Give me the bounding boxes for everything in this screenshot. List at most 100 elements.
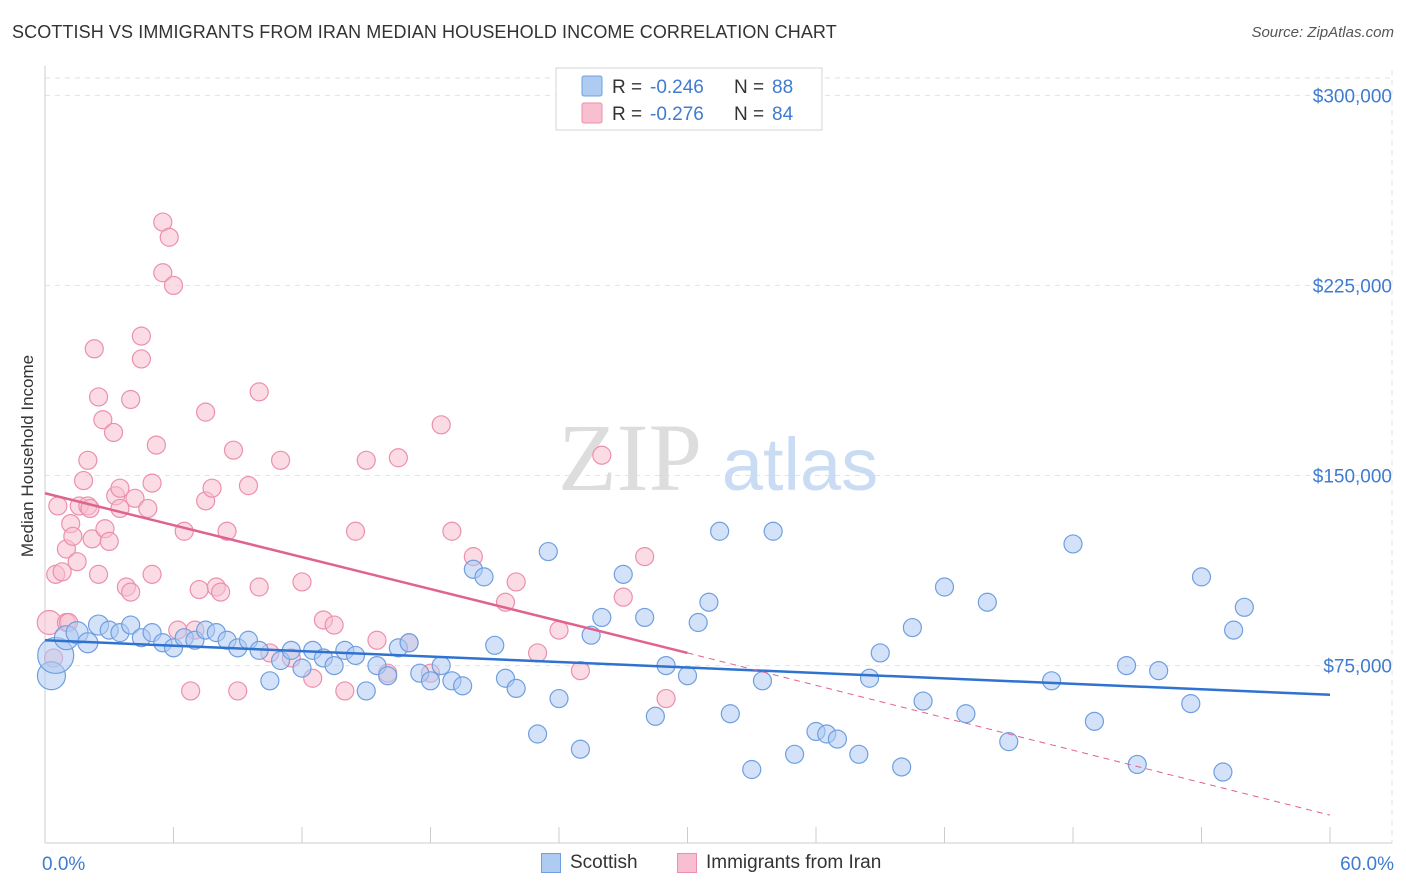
iran-point-9 — [63, 526, 83, 546]
scottish-point-21 — [260, 671, 280, 691]
iran-point-45 — [189, 579, 209, 600]
scottish-point-86 — [1234, 597, 1254, 617]
scottish-point-82 — [1149, 661, 1169, 681]
scottish-point-78 — [1063, 534, 1083, 554]
iran-point-48 — [202, 478, 222, 498]
trend-line-scottish — [44, 638, 1331, 696]
legend-swatch-iran — [581, 102, 603, 124]
iran-point-82 — [635, 547, 655, 567]
scottish-point-83 — [1181, 694, 1201, 714]
legend-n-label-2: N = — [734, 104, 764, 125]
scottish-point-41 — [474, 567, 494, 587]
trend-line-iran-extension — [687, 652, 1331, 816]
scottish-point-32 — [378, 666, 398, 686]
scottish-point-58 — [710, 521, 730, 541]
iran-point-69 — [388, 448, 408, 468]
scottish-point-39 — [453, 676, 473, 696]
scottish-point-48 — [570, 739, 591, 759]
iran-point-52 — [223, 440, 244, 460]
iran-point-50 — [211, 582, 231, 602]
trend-lines — [44, 492, 1331, 816]
scottish-point-44 — [506, 678, 526, 699]
legend-n-label-1: N = — [734, 77, 764, 98]
scottish-point-72 — [913, 691, 933, 711]
scottish-point-50 — [592, 607, 612, 628]
iran-point-30 — [125, 488, 145, 508]
iran-point-28 — [121, 389, 141, 410]
iran-point-31 — [131, 326, 151, 346]
x-tick-label-0: 0.0% — [42, 854, 85, 875]
scottish-point-81 — [1127, 754, 1147, 775]
y-tick-label-2: $225,000 — [1313, 276, 1392, 297]
legend-r-label-1: R = — [612, 77, 642, 98]
scottish-point-66 — [827, 729, 848, 749]
scottish-point-27 — [324, 655, 344, 676]
iran-point-72 — [431, 415, 451, 435]
scottish-point-74 — [956, 704, 976, 724]
iran-point-54 — [238, 476, 259, 496]
iran-point-60 — [292, 572, 312, 592]
scottish-point-59 — [720, 704, 740, 724]
scottish-point-46 — [538, 541, 558, 562]
iran-point-26 — [110, 478, 130, 498]
scottish-point-42 — [485, 635, 505, 655]
trend-line-iran — [44, 492, 688, 655]
scottish-point-56 — [688, 612, 708, 633]
watermark-atlas: atlas — [722, 423, 878, 506]
iran-point-12 — [73, 470, 94, 491]
scottish-point-79 — [1084, 711, 1105, 731]
y-tick-label-1: $150,000 — [1313, 467, 1392, 488]
iran-point-51 — [217, 521, 237, 541]
scottish-point-73 — [934, 577, 955, 597]
chart-title: SCOTTISH VS IMMIGRANTS FROM IRAN MEDIAN … — [12, 22, 837, 42]
iran-point-58 — [270, 450, 291, 470]
scottish-point-37 — [431, 655, 451, 676]
scottish-point-69 — [870, 643, 890, 663]
iran-point-79 — [570, 661, 591, 681]
iran-point-64 — [335, 681, 355, 701]
iran-point-10 — [67, 552, 87, 572]
scottish-point-57 — [699, 592, 719, 612]
scottish-point-76 — [999, 732, 1019, 752]
tick-labels: $75,000 $150,000 $225,000 $300,000 0.0% 60.0% — [42, 86, 1394, 875]
series-scottish-points — [36, 521, 1254, 782]
scottish-point-71 — [902, 617, 922, 638]
scottish-point-85 — [1213, 762, 1233, 782]
legend-item-scottish: Scottish — [541, 852, 638, 874]
iran-point-29 — [121, 582, 141, 602]
x-tick-label-1: 60.0% — [1340, 854, 1394, 875]
legend-label-scottish: Scottish — [570, 852, 638, 873]
legend-swatch-scottish-bottom — [541, 853, 561, 873]
legend-swatch-iran-bottom — [677, 853, 697, 873]
iran-point-56 — [249, 382, 269, 402]
iran-point-43 — [181, 681, 201, 701]
scottish-point-62 — [763, 521, 783, 541]
scottish-point-75 — [977, 592, 997, 612]
scottish-point-36 — [420, 671, 441, 691]
legend-r-value-1: -0.246 — [650, 77, 704, 98]
scottish-point-70 — [892, 757, 912, 777]
legend-r-value-2: -0.276 — [650, 104, 704, 125]
iran-point-17 — [84, 339, 104, 359]
iran-point-55 — [249, 577, 269, 597]
y-tick-label-0: $75,000 — [1323, 657, 1392, 678]
scottish-point-80 — [1116, 655, 1137, 676]
iran-point-35 — [142, 564, 162, 584]
scottish-point-68 — [859, 668, 880, 688]
iran-point-33 — [138, 498, 158, 519]
scottish-point-24 — [292, 658, 312, 678]
scottish-point-60 — [742, 759, 762, 780]
iran-point-32 — [131, 349, 151, 369]
iran-point-66 — [356, 450, 376, 470]
iran-point-36 — [146, 435, 166, 455]
iran-point-40 — [163, 275, 184, 296]
legend-n-value-1: 88 — [772, 77, 793, 98]
scottish-point-47 — [549, 688, 569, 709]
iran-point-65 — [345, 521, 366, 541]
scottish-point-53 — [645, 706, 665, 726]
iran-point-63 — [324, 615, 344, 635]
iran-point-81 — [613, 587, 633, 607]
scottish-point-63 — [784, 744, 805, 764]
watermark: ZIP atlas — [558, 404, 878, 511]
